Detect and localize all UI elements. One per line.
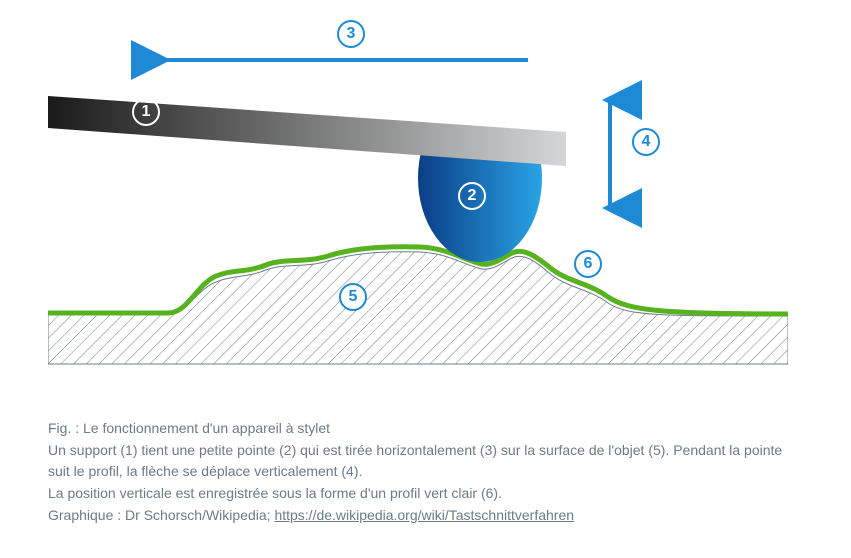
marker-4: 4 [632, 128, 660, 156]
caption-title: Fig. : Le fonctionnement d'un appareil à… [48, 418, 803, 440]
stylus-tip [418, 94, 542, 262]
diagram-svg [48, 20, 788, 380]
marker-2: 2 [458, 182, 486, 210]
surface-block [48, 252, 788, 364]
marker-3: 3 [337, 20, 365, 48]
marker-6-label: 6 [584, 255, 593, 273]
caption-credit-link[interactable]: https://de.wikipedia.org/wiki/Tastschnit… [274, 507, 574, 523]
stylus-diagram: 1 2 3 4 5 6 [48, 20, 788, 380]
figure-caption: Fig. : Le fonctionnement d'un appareil à… [48, 418, 803, 526]
caption-line1: Un support (1) tient une petite pointe (… [48, 440, 803, 483]
marker-2-label: 2 [468, 187, 477, 205]
marker-5: 5 [339, 283, 367, 311]
caption-credit-prefix: Graphique : Dr Schorsch/Wikipedia; [48, 507, 274, 523]
marker-6: 6 [574, 250, 602, 278]
marker-4-label: 4 [642, 133, 651, 151]
caption-credit: Graphique : Dr Schorsch/Wikipedia; https… [48, 505, 803, 527]
marker-3-label: 3 [347, 25, 356, 43]
cantilever-arm [48, 96, 566, 166]
marker-1-label: 1 [142, 103, 151, 121]
marker-5-label: 5 [349, 288, 358, 306]
caption-line2: La position verticale est enregistrée so… [48, 483, 803, 505]
marker-1: 1 [132, 98, 160, 126]
